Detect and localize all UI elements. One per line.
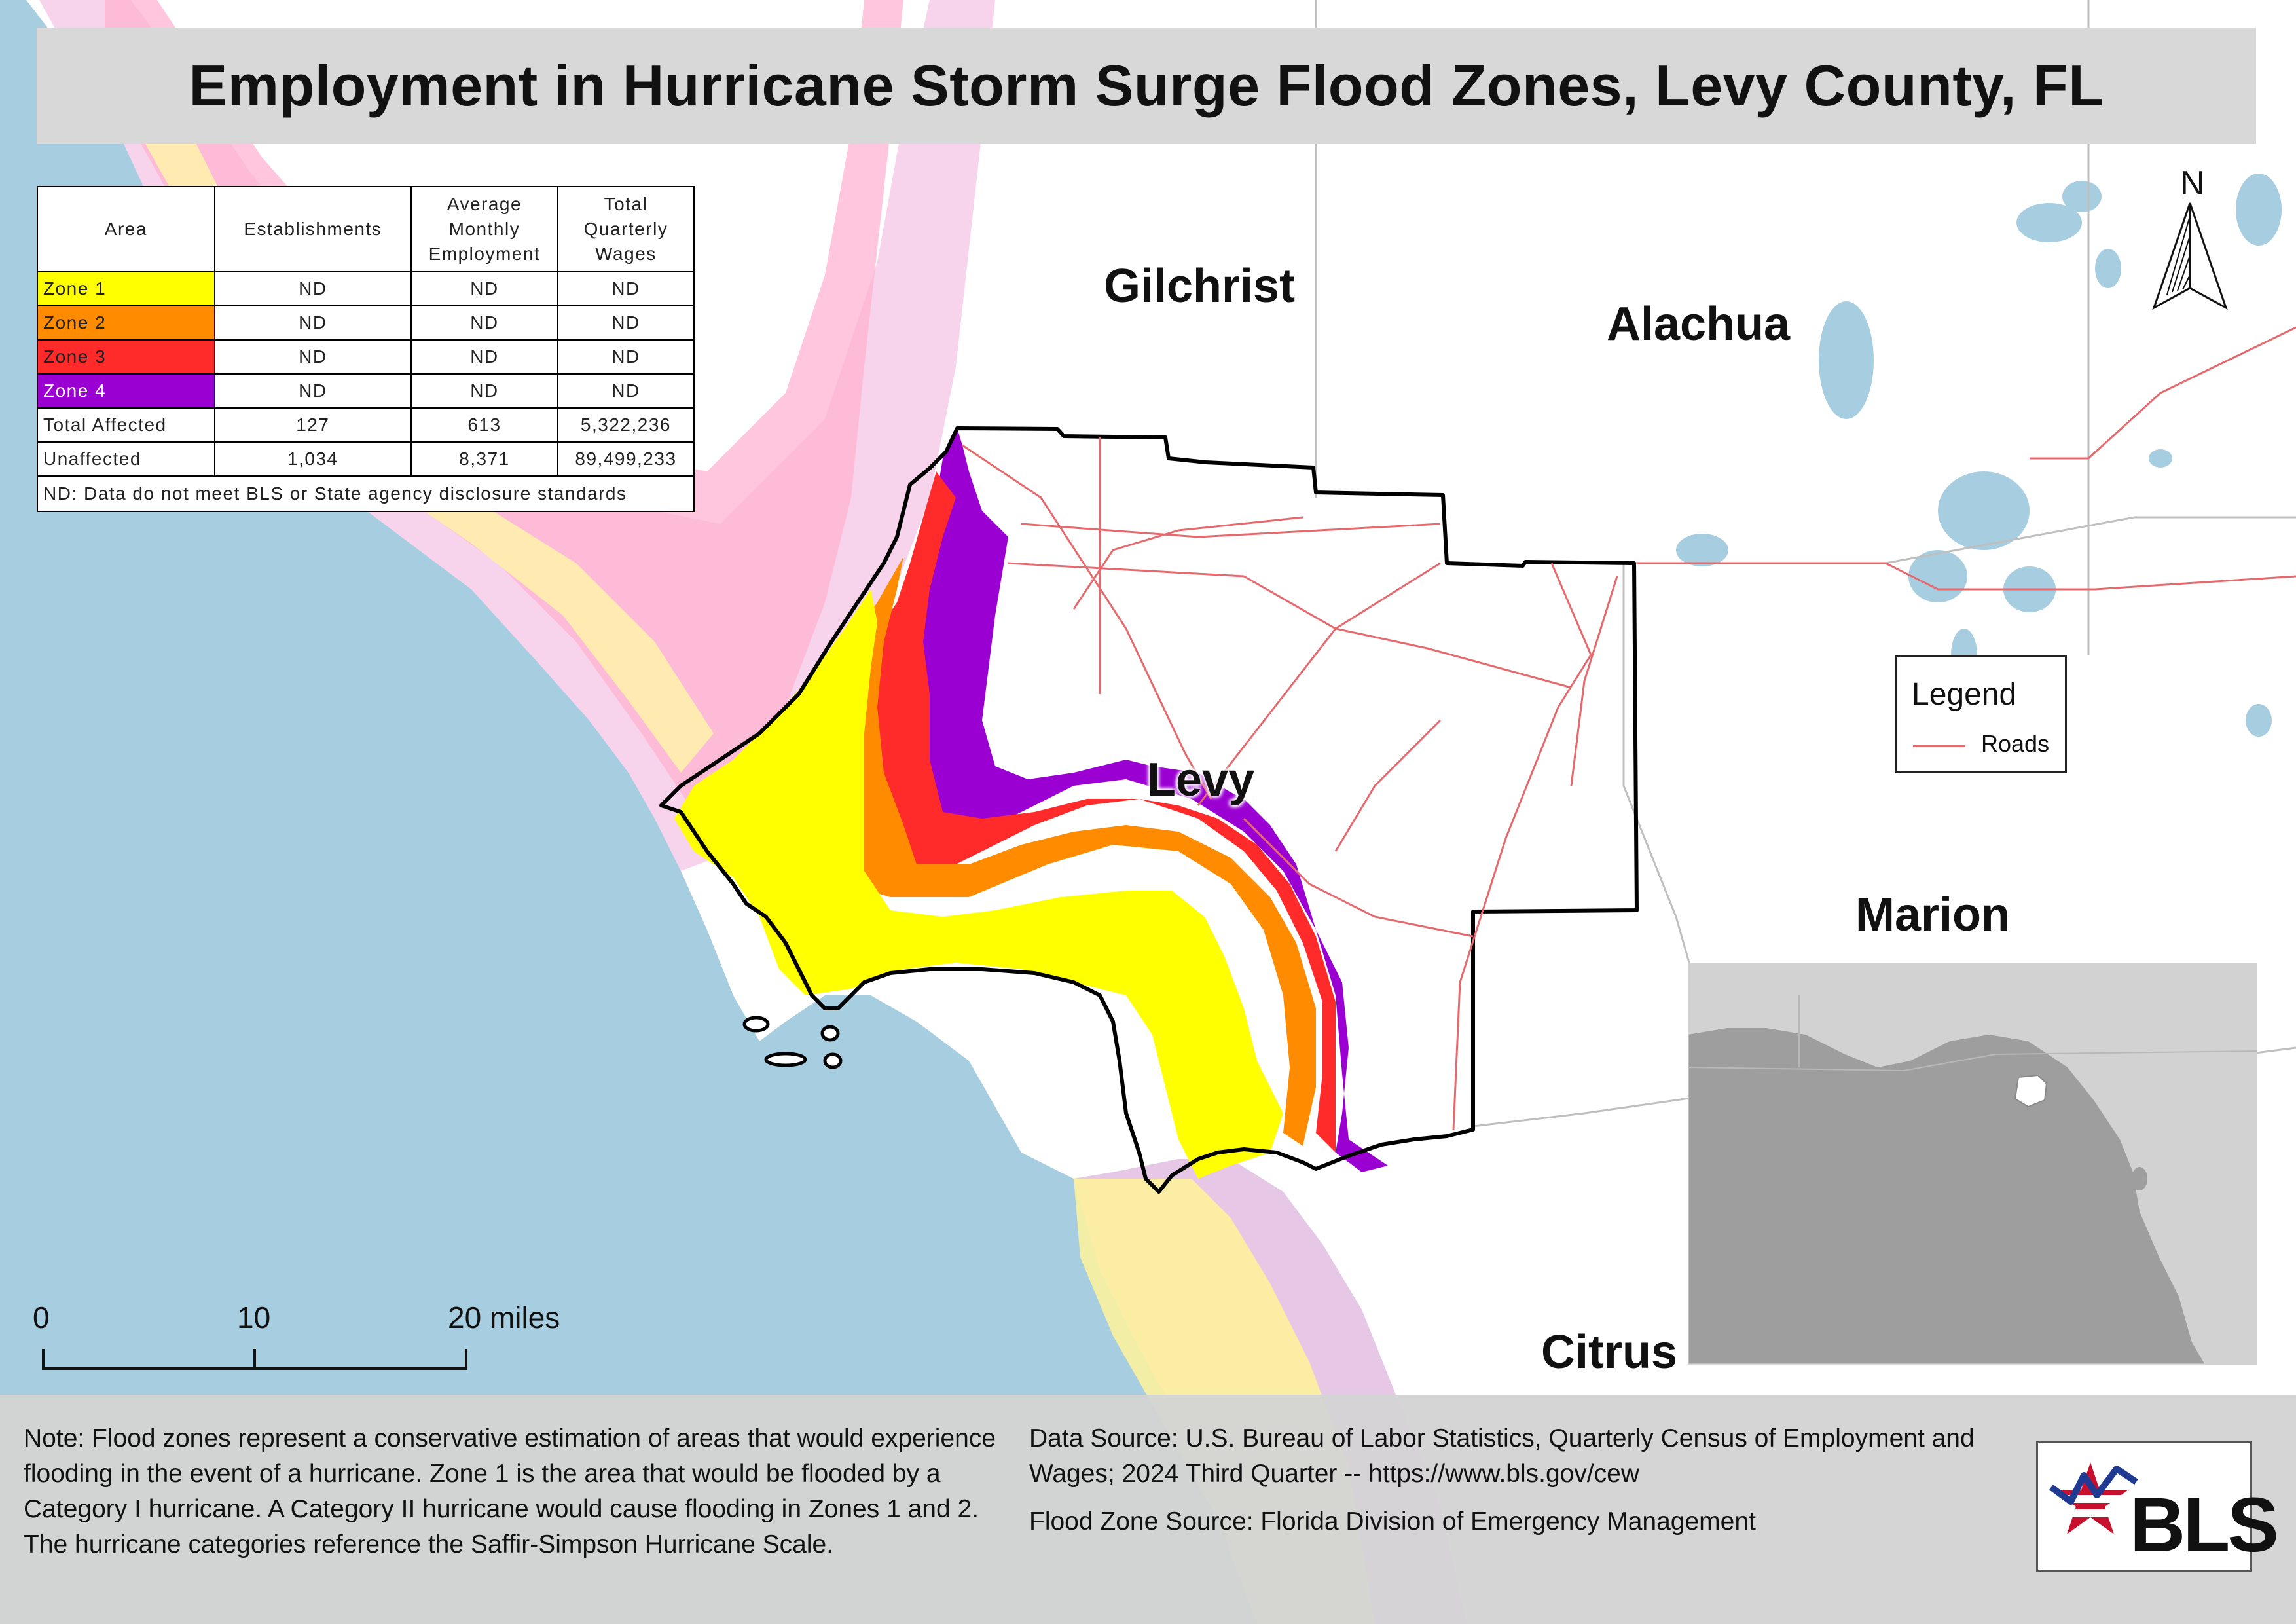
roads [962,326,2296,1130]
row-label: Zone 2 [37,305,215,341]
regional-flood-zone-yellow-north [131,79,714,773]
col-header-establishments: Establishments [213,186,412,272]
cell-wages: ND [556,271,695,306]
cell-wages: ND [556,339,695,375]
cell-establishments: 127 [213,407,412,443]
row-label: Zone 1 [37,271,215,306]
zone-data-table: Area Establishments Average Monthly Empl… [37,186,695,512]
cell-establishments: ND [213,339,412,375]
cell-employment: 8,371 [410,441,558,477]
bls-logo: BLS [2036,1441,2279,1572]
row-label: Total Affected [37,407,215,443]
col-header-employment: Average Monthly Employment [410,186,558,272]
levy-zone3 [792,471,1336,1153]
cell-wages: 5,322,236 [556,407,695,443]
map-title: Employment in Hurricane Storm Surge Floo… [189,53,2104,118]
col-header-area: Area [37,186,215,272]
cell-establishments: ND [213,373,412,409]
row-label: Unaffected [37,441,215,477]
cell-employment: 613 [410,407,558,443]
row-label: Zone 3 [37,339,215,375]
levy-county-boundary [659,426,1639,1194]
levy-zone4 [799,428,1388,1172]
row-label: Zone 4 [37,373,215,409]
roads-swatch [1913,745,1965,747]
table-row: Total Affected 127 613 5,322,236 [37,407,695,443]
flood-zone-source-text: Flood Zone Source: Florida Division of E… [1029,1507,1756,1536]
title-bar: Employment in Hurricane Storm Surge Floo… [37,28,2256,144]
north-arrow-label: N [2180,164,2205,202]
legend-item-roads: Roads [1981,730,2050,757]
scale-bar [42,1349,467,1370]
locator-inset-map [1688,963,2257,1365]
note-text: Note: Flood zones represent a conservati… [24,1424,996,1559]
cell-employment: ND [410,339,558,375]
county-label-marion: Marion [1855,889,2011,941]
cell-establishments: ND [213,305,412,341]
table-footnote: ND: Data do not meet BLS or State agency… [37,475,695,512]
levy-zone1 [674,589,1283,1179]
inset-levy-highlight [2014,1074,2048,1108]
cell-wages: ND [556,373,695,409]
county-label-levy: Levy [1147,754,1255,806]
cell-establishments: ND [213,271,412,306]
footer-panel [0,1395,2296,1624]
cell-wages: 89,499,233 [556,441,695,477]
table-row: Zone 4 ND ND ND [37,373,695,409]
scale-label-0: 0 [33,1301,50,1335]
north-arrow-icon [2152,202,2228,310]
levy-zone2 [773,557,1316,1146]
cell-establishments: 1,034 [213,441,412,477]
table-row: Unaffected 1,034 8,371 89,499,233 [37,441,695,477]
inset-florida-peninsula [2068,1002,2257,1365]
table-row: Zone 2 ND ND ND [37,305,695,341]
islands [742,1016,843,1069]
legend-title: Legend [1912,677,2017,712]
county-label-alachua: Alachua [1607,298,1791,350]
county-label-citrus: Citrus [1541,1326,1678,1378]
col-header-wages: Total Quarterly Wages [556,186,695,272]
scale-label-20: 20 miles [448,1301,560,1335]
county-label-gilchrist: Gilchrist [1104,260,1296,312]
cell-wages: ND [556,305,695,341]
bls-star-icon [2049,1462,2138,1534]
scale-label-10: 10 [237,1301,271,1335]
cell-employment: ND [410,305,558,341]
table-row: Zone 3 ND ND ND [37,339,695,375]
table-header-row: Area Establishments Average Monthly Empl… [37,186,695,272]
cell-employment: ND [410,271,558,306]
data-source-text: Data Source: U.S. Bureau of Labor Statis… [1029,1424,1975,1488]
map-legend: Legend Roads [1895,655,2067,773]
bls-logo-text: BLS [2130,1482,2279,1568]
table-footnote-row: ND: Data do not meet BLS or State agency… [37,475,695,512]
cell-employment: ND [410,373,558,409]
table-row: Zone 1 ND ND ND [37,271,695,306]
